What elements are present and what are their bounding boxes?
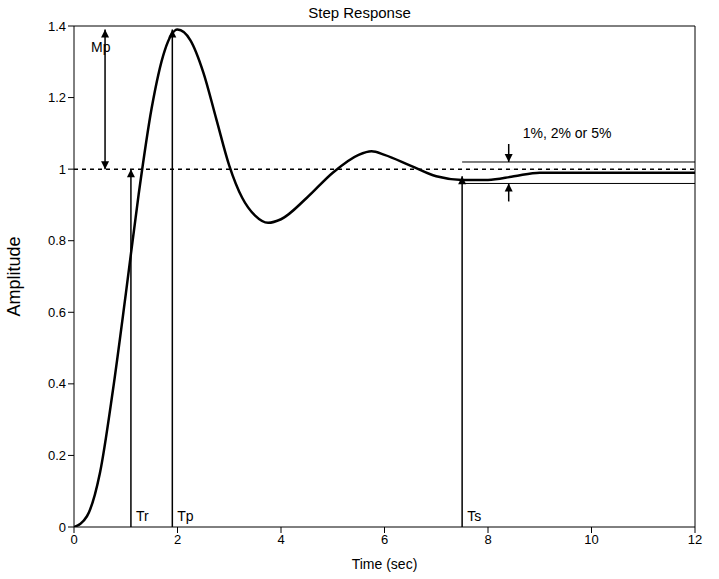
svg-text:Ts: Ts: [467, 508, 481, 524]
svg-text:Time (sec): Time (sec): [352, 556, 418, 572]
svg-text:1: 1: [59, 162, 66, 177]
svg-text:0: 0: [70, 532, 77, 547]
svg-text:Amplitude: Amplitude: [4, 236, 24, 316]
svg-text:1.4: 1.4: [48, 19, 66, 34]
svg-text:8: 8: [484, 532, 491, 547]
svg-text:6: 6: [381, 532, 388, 547]
svg-text:Mp: Mp: [91, 39, 111, 55]
svg-text:1.2: 1.2: [48, 90, 66, 105]
svg-text:2: 2: [174, 532, 181, 547]
svg-text:0.2: 0.2: [48, 448, 66, 463]
svg-text:1%, 2% or 5%: 1%, 2% or 5%: [523, 125, 612, 141]
svg-text:12: 12: [688, 532, 702, 547]
svg-text:0.8: 0.8: [48, 233, 66, 248]
svg-text:0.6: 0.6: [48, 305, 66, 320]
svg-text:0: 0: [59, 520, 66, 535]
svg-text:Tp: Tp: [177, 508, 194, 524]
svg-text:4: 4: [277, 532, 284, 547]
svg-text:0.4: 0.4: [48, 376, 66, 391]
svg-text:Tr: Tr: [136, 508, 149, 524]
html-text:Step Response: Step Response: [308, 4, 411, 21]
svg-text:10: 10: [584, 532, 598, 547]
